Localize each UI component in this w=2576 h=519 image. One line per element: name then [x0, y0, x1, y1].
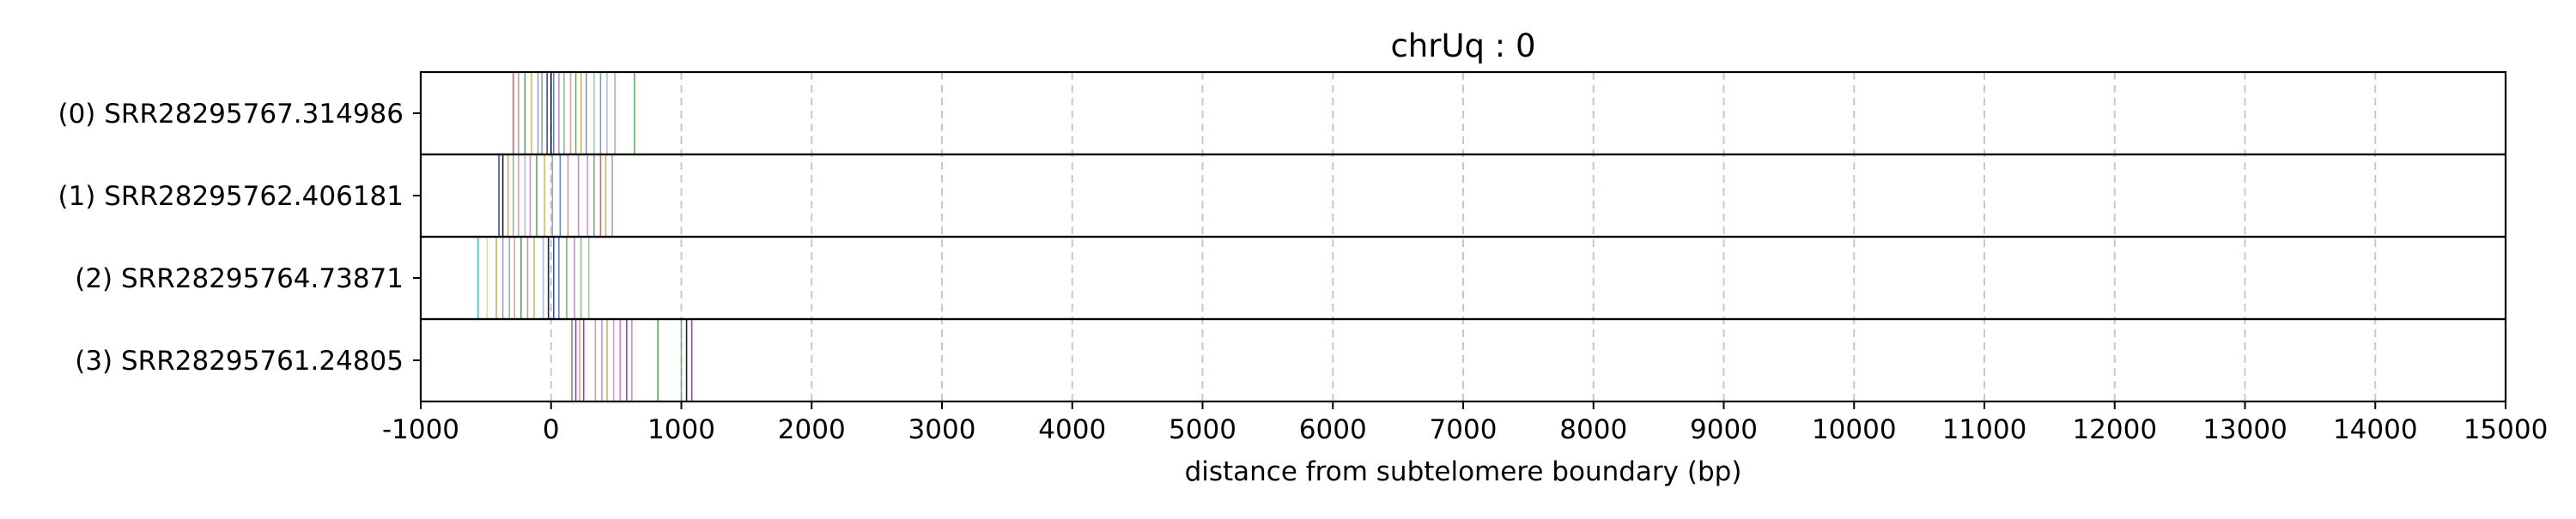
x-tick-label: 7000	[1430, 414, 1498, 445]
row-label-layer: (0) SRR28295767.314986 (1) SRR28295762.40…	[58, 99, 421, 377]
x-tick-label: 6000	[1299, 414, 1367, 445]
x-tick-label: 12000	[2072, 414, 2157, 445]
x-tick-label: 0	[543, 414, 560, 445]
x-tick-label: 14000	[2333, 414, 2418, 445]
x-tick-label: 3000	[908, 414, 976, 445]
x-tick-label: 1000	[647, 414, 715, 445]
row-label: (2) SRR28295764.73871	[75, 263, 404, 294]
x-tick-label: 9000	[1690, 414, 1758, 445]
row-label: (0) SRR28295767.314986	[58, 99, 404, 130]
x-tick-label: 5000	[1169, 414, 1236, 445]
x-axis-title: distance from subtelomere boundary (bp)	[1185, 456, 1742, 487]
x-tick-label: 10000	[1812, 414, 1897, 445]
x-tick-label: 13000	[2202, 414, 2287, 445]
marks-layer	[477, 73, 693, 401]
grid-layer	[550, 72, 2377, 401]
x-tick-label: 4000	[1038, 414, 1106, 445]
x-tick-label: 11000	[1942, 414, 2027, 445]
chart-title: chrUq : 0	[1390, 27, 1535, 64]
row-label: (1) SRR28295762.406181	[58, 181, 404, 212]
row-label: (3) SRR28295761.24805	[75, 346, 404, 377]
x-tick-label: 2000	[778, 414, 846, 445]
x-tick-label: 15000	[2464, 414, 2549, 445]
x-tick-label: 8000	[1559, 414, 1627, 445]
x-axis: -1000 0 1000 2000 3000 4000 5000 6000 7000 8000 90…	[382, 401, 2548, 445]
x-tick-label: -1000	[382, 414, 459, 445]
